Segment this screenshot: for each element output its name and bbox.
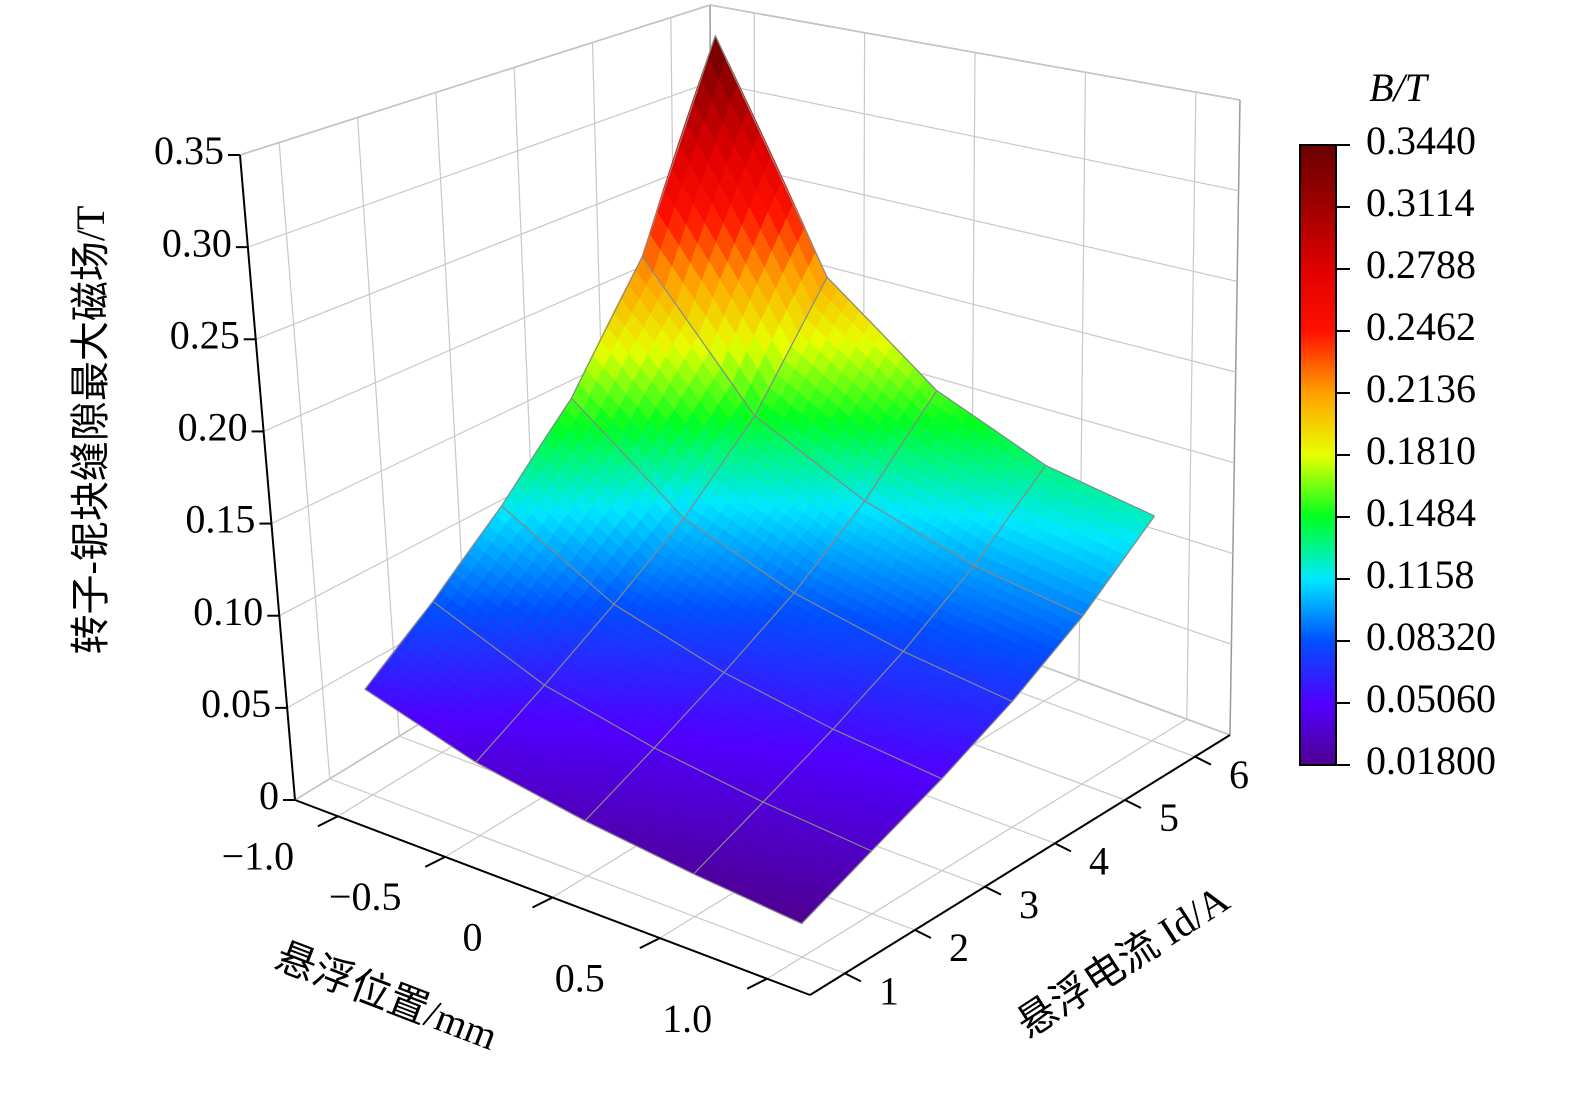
z-tick-label: 0.30 [162, 220, 232, 265]
x-tick-label: −1.0 [222, 833, 295, 878]
y-tick-label: 6 [1229, 752, 1249, 797]
grid-line [1186, 92, 1197, 720]
grid-line [255, 158, 711, 340]
colorbar-tick-label: 0.1484 [1366, 490, 1476, 535]
mesh-line [801, 515, 1155, 925]
grid-line [278, 142, 331, 779]
colorbar-title: B/T [1369, 65, 1430, 110]
z-tick-label: 0 [259, 773, 279, 818]
x-tick-label: 0 [463, 915, 483, 960]
x-tick-label: −0.5 [329, 874, 402, 919]
y-tick-label: 5 [1159, 795, 1179, 840]
y-axis-title: 悬浮电流 Id/A [1008, 876, 1237, 1046]
box-edge [1229, 99, 1241, 736]
z-tick-label: 0.25 [170, 312, 240, 357]
grid-line [329, 778, 846, 974]
colorbar-tick-label: 0.05060 [1366, 676, 1496, 721]
colorbar-tick-label: 0.1158 [1366, 552, 1475, 597]
x-tick [424, 855, 446, 868]
x-tick [317, 815, 339, 828]
axis-line [294, 799, 811, 996]
z-tick-label: 0.35 [154, 128, 224, 173]
colorbar-tick-label: 0.3440 [1366, 118, 1476, 163]
colorbar-tick-label: 0.2136 [1366, 366, 1476, 411]
y-tick-label: 2 [949, 925, 969, 970]
x-tick [532, 896, 553, 909]
grid-line [766, 718, 1188, 980]
grid-line [239, 4, 711, 156]
colorbar-tick-label: 0.08320 [1366, 614, 1496, 659]
y-tick [1124, 799, 1142, 809]
mesh-line [475, 276, 828, 763]
y-tick [984, 885, 1002, 896]
y-tick-label: 3 [1019, 882, 1039, 927]
colorbar [1299, 144, 1337, 766]
y-tick [1054, 842, 1072, 853]
z-axis-title: 转子-铌块缝隙最大磁场/T [68, 206, 113, 655]
x-tick [639, 937, 661, 950]
mesh-line [693, 465, 1047, 875]
z-tick-label: 0.05 [201, 681, 271, 726]
x-tick-label: 0.5 [555, 955, 605, 1000]
y-tick [914, 929, 932, 939]
y-tick [844, 972, 862, 983]
mesh-line [364, 35, 716, 690]
mesh-line [584, 390, 938, 822]
colorbar-tick-label: 0.3114 [1366, 180, 1475, 225]
colorbar-tick-label: 0.2462 [1366, 304, 1476, 349]
z-tick-label: 0.15 [185, 497, 255, 542]
z-tick-label: 0.10 [193, 589, 263, 634]
colorbar-tick-label: 0.2788 [1366, 242, 1476, 287]
grid-line [356, 117, 400, 737]
axis-line [809, 734, 1231, 996]
colorbar-tick-label: 0.01800 [1366, 738, 1496, 783]
axis-line [239, 154, 296, 801]
x-tick [746, 977, 768, 990]
z-tick-label: 0.20 [178, 405, 248, 450]
x-tick-label: 1.0 [662, 996, 712, 1041]
y-tick-label: 4 [1089, 839, 1109, 884]
grid-line [247, 81, 711, 248]
colorbar-tick-label: 0.1810 [1366, 428, 1476, 473]
y-tick [1194, 755, 1212, 766]
y-tick-label: 1 [879, 969, 899, 1014]
